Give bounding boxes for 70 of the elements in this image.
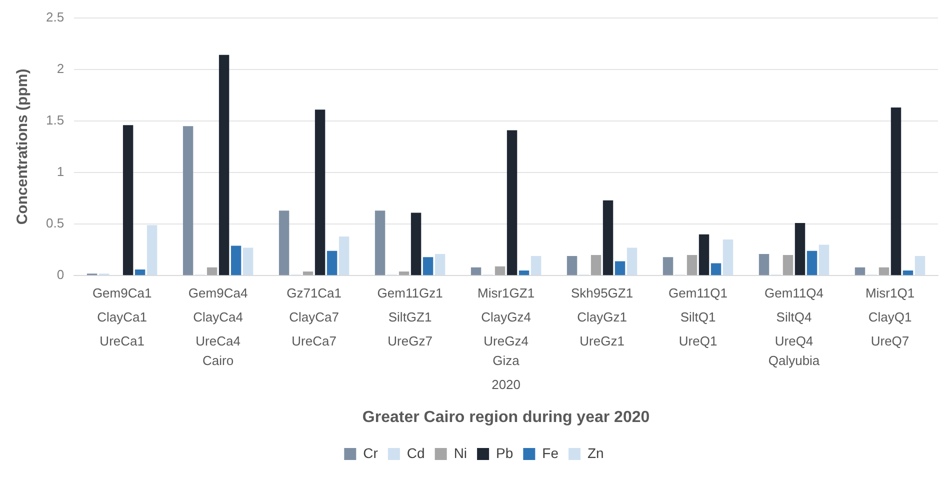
text: Qalyubia	[768, 353, 820, 368]
bar	[686, 255, 698, 276]
bar	[602, 200, 614, 276]
bar	[470, 267, 482, 276]
text: Cairo	[202, 353, 234, 368]
legend-label: Fe	[542, 444, 559, 461]
bar	[902, 270, 914, 276]
y-tick-label: 1.5	[46, 112, 64, 128]
x-tick-label: Misr1GZ1 ClayGz4 UreGz4	[478, 285, 535, 348]
x-tick-label: Skh95GZ1 ClayGz1 UreGz1	[570, 285, 634, 348]
x-tick-label: Gem9Ca4 ClayCa4 UreCa4	[188, 285, 248, 348]
bar	[434, 254, 446, 276]
bar	[890, 108, 902, 276]
bar	[506, 130, 518, 276]
x-tick-label: Gem11Q4 SiltQ4 UreQ4	[764, 285, 824, 348]
bar	[530, 256, 542, 276]
bar	[662, 257, 674, 276]
bar	[710, 263, 722, 276]
bar	[614, 261, 626, 276]
legend-label: Ni	[454, 444, 468, 461]
bar	[854, 267, 866, 276]
bar	[182, 126, 194, 276]
bar	[230, 246, 242, 276]
text: 2020	[492, 377, 520, 392]
bar	[806, 250, 818, 276]
y-tick-label: 0.5	[46, 216, 64, 231]
bar	[206, 267, 218, 276]
bar	[326, 250, 338, 276]
bar	[410, 212, 422, 276]
bar	[218, 54, 230, 276]
legend-label: Cd	[406, 444, 425, 461]
y-tick-label: 0	[56, 267, 64, 282]
x-tick-label: Gem9Ca1 ClayCa1 UreCa1	[92, 285, 152, 348]
bar	[242, 248, 254, 276]
bar	[398, 272, 410, 276]
x-tick-label: Gem11Gz1 SiltGZ1 UreGz7	[377, 285, 443, 348]
legend-label: Pb	[496, 444, 514, 461]
y-tick-label: 2	[56, 60, 64, 76]
legend-label: Cr	[363, 444, 378, 461]
x-tick-label: Misr1Q1 ClayQ1 UreQ7	[865, 285, 915, 348]
y-tick-label: 2.5	[46, 9, 64, 24]
legend-label: Zn	[588, 444, 604, 461]
x-tick-label: Gem11Q1 SiltQ1 UreQ1	[668, 285, 728, 348]
bar	[422, 257, 434, 276]
bar	[758, 254, 770, 276]
bar	[566, 256, 578, 276]
y-tick-label: 1	[56, 164, 64, 180]
bar	[494, 266, 506, 276]
bar	[722, 240, 734, 276]
bar	[782, 255, 794, 276]
bar	[146, 225, 158, 276]
text: Giza	[492, 353, 520, 368]
bar	[338, 236, 350, 276]
y-axis-title: Concentrations (ppm)	[14, 68, 32, 225]
bar	[698, 234, 710, 276]
bar	[302, 272, 314, 276]
bar	[374, 210, 386, 276]
bar	[794, 223, 806, 276]
x-tick-label: Gz71Ca1 ClayCa7 UreCa7	[286, 285, 342, 348]
bar	[626, 248, 638, 276]
bar	[878, 267, 890, 276]
bar	[134, 269, 146, 276]
bar	[914, 256, 926, 276]
bar	[518, 270, 530, 276]
x-axis-title: Greater Cairo region during year 2020	[362, 408, 650, 426]
bar	[122, 125, 134, 276]
bar	[818, 244, 830, 276]
bar	[314, 110, 326, 276]
bar	[278, 210, 290, 276]
bar	[590, 255, 602, 276]
